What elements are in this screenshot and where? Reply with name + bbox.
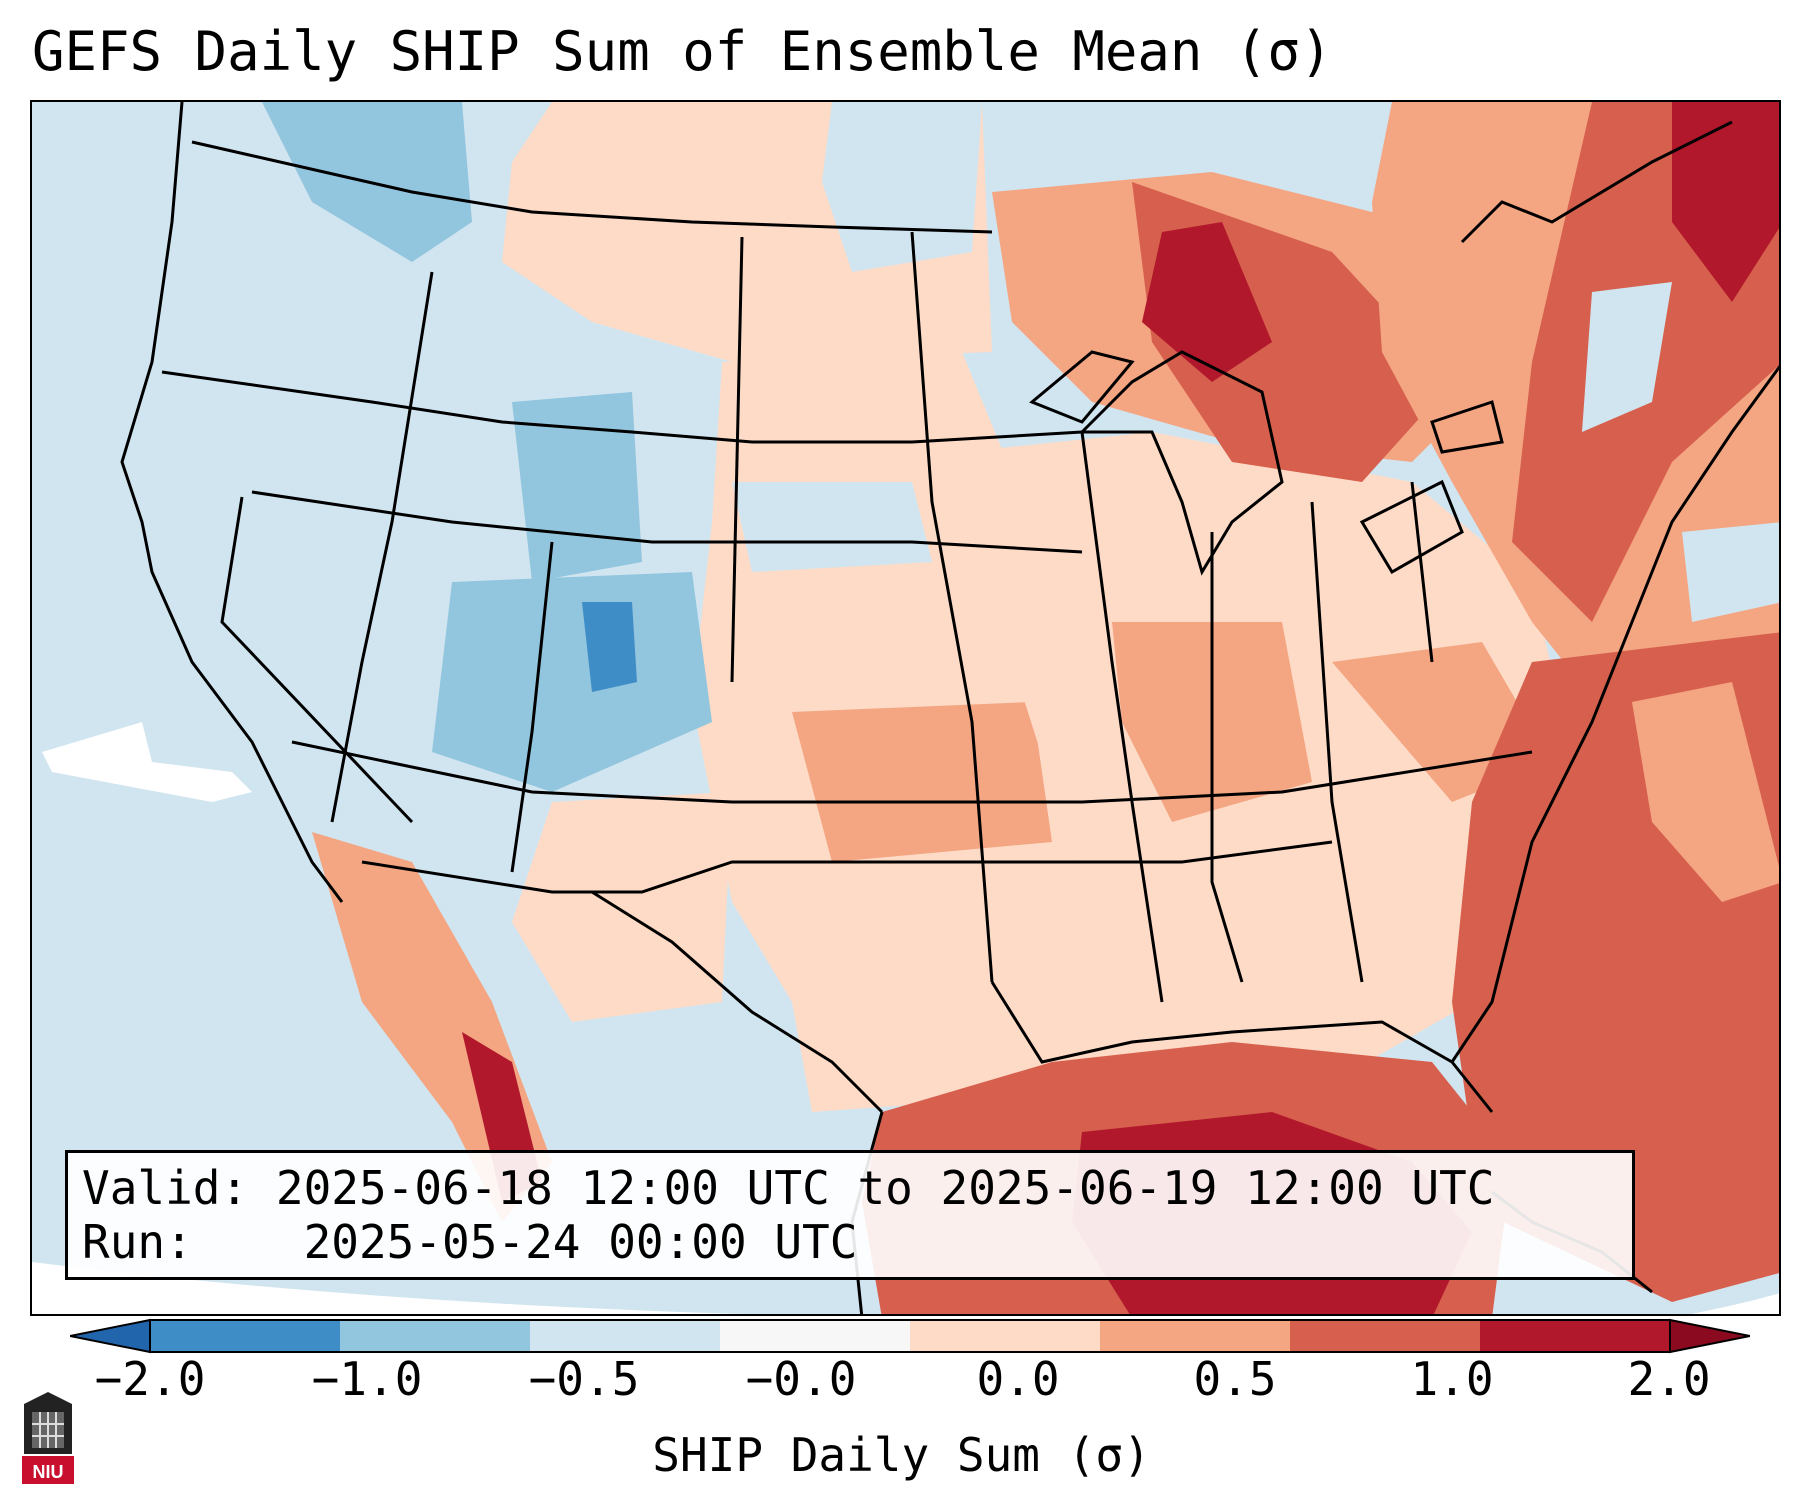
colorbar-tick-label: 2.0 — [1627, 1352, 1711, 1406]
colorbar-ticks: −2.0 −1.0 −0.5 −0.0 0.0 0.5 1.0 2.0 — [0, 1352, 1803, 1412]
colorbar-segment — [1290, 1320, 1481, 1352]
anomaly-map — [32, 102, 1779, 1314]
colorbar-label: SHIP Daily Sum (σ) — [652, 1428, 1151, 1482]
colorbar-extend-min — [70, 1318, 151, 1354]
colorbar-tick-label: −1.0 — [311, 1352, 423, 1406]
colorbar-segment — [340, 1320, 531, 1352]
colorbar-segment — [1480, 1320, 1671, 1352]
map-panel — [30, 100, 1781, 1316]
colorbar-tick-label: −0.0 — [745, 1352, 857, 1406]
niu-logo: NIU — [22, 1392, 74, 1484]
colorbar-tick-label: −0.5 — [528, 1352, 640, 1406]
colorbar-segment — [1100, 1320, 1291, 1352]
valid-value: 2025-06-18 12:00 UTC to 2025-06-19 12:00… — [275, 1161, 1495, 1215]
colorbar-tick-label: 0.0 — [976, 1352, 1060, 1406]
logo-text: NIU — [33, 1462, 64, 1482]
colorbar-tick-label: 0.5 — [1193, 1352, 1277, 1406]
colorbar-segment — [150, 1320, 341, 1352]
run-value: 2025-05-24 00:00 UTC — [303, 1215, 858, 1269]
valid-run-info-box: Valid: 2025-06-18 12:00 UTC to 2025-06-1… — [65, 1150, 1635, 1280]
colorbar-extend-max — [1669, 1318, 1750, 1354]
chart-title: GEFS Daily SHIP Sum of Ensemble Mean (σ) — [32, 20, 1333, 83]
colorbar-tick-label: 1.0 — [1410, 1352, 1494, 1406]
run-label: Run: — [82, 1215, 193, 1269]
colorbar-segment — [720, 1320, 911, 1352]
colorbar-tick-label: −2.0 — [94, 1352, 206, 1406]
colorbar-segment — [910, 1320, 1101, 1352]
valid-label: Valid: — [82, 1161, 249, 1215]
colorbar-segment — [530, 1320, 721, 1352]
colorbar — [70, 1318, 1750, 1354]
